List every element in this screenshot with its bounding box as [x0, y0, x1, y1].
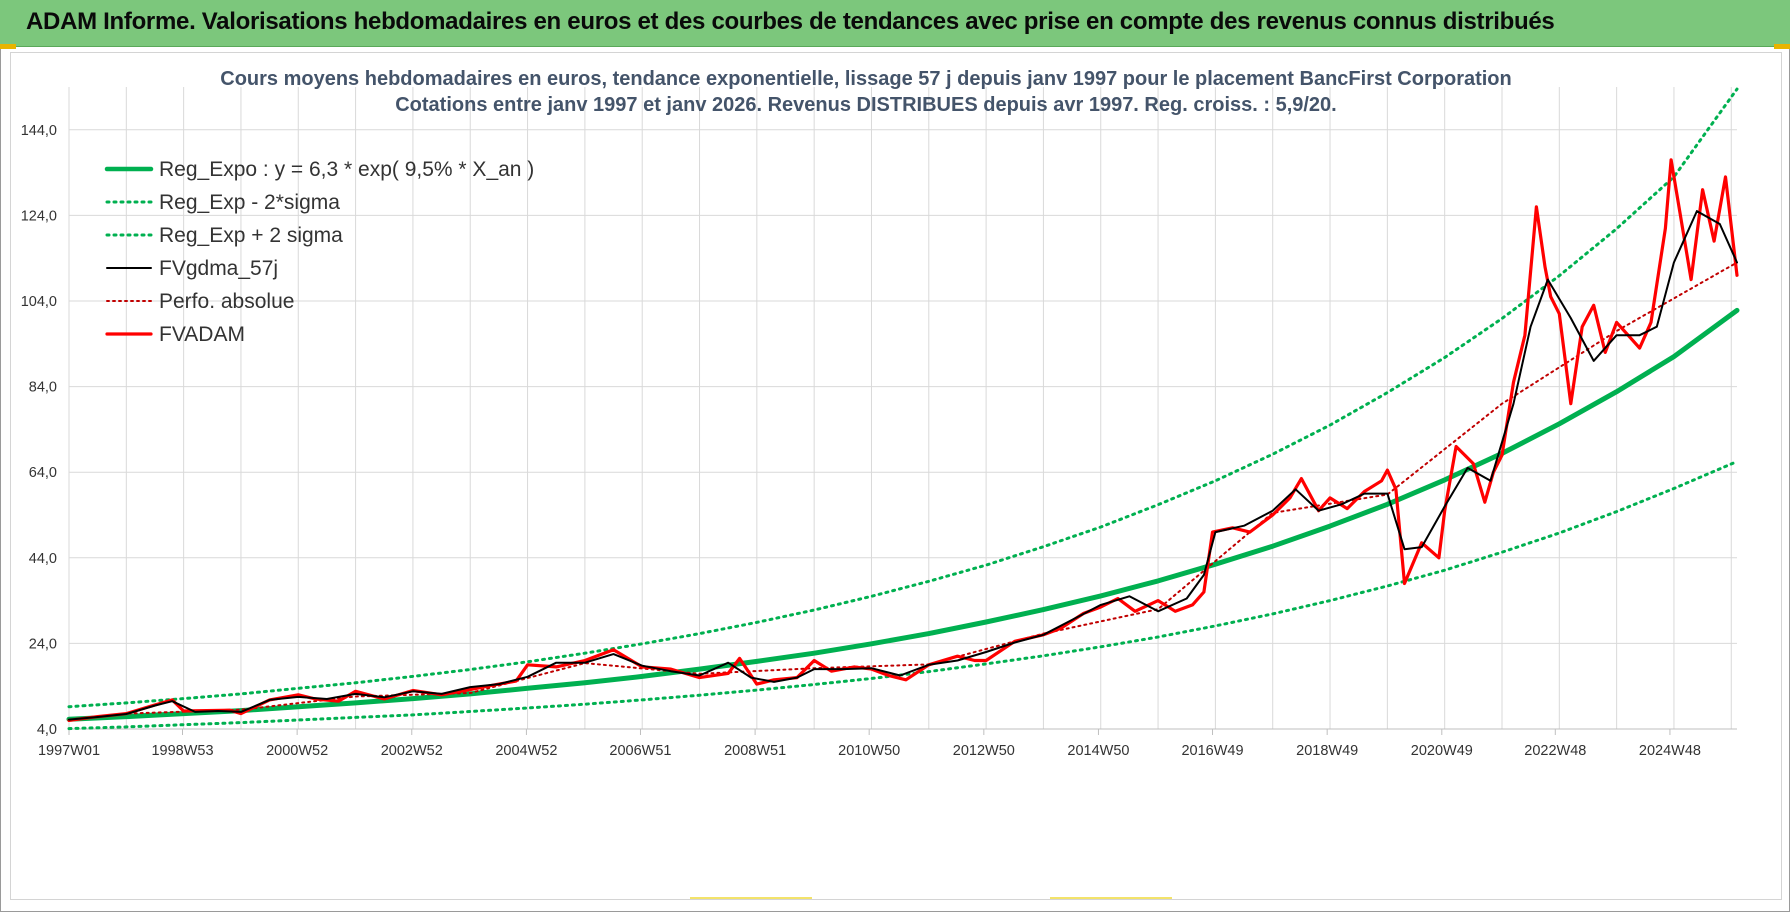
legend-entry: Reg_Exp - 2*sigma	[159, 191, 340, 214]
y-tick-label: 4,0	[37, 722, 57, 738]
x-tick-label: 2018W49	[1296, 743, 1358, 759]
legend-entry: Perfo. absolue	[159, 290, 294, 313]
legend-entry: Reg_Expo : y = 6,3 * exp( 9,5% * X_an )	[159, 158, 534, 181]
y-tick-label: 124,0	[21, 208, 57, 224]
y-tick-label: 144,0	[21, 123, 57, 139]
x-tick-label: 1998W53	[151, 743, 213, 759]
legend-entry: FVgdma_57j	[159, 257, 278, 280]
x-tick-label: 2002W52	[381, 743, 443, 759]
corner-mark-right	[1774, 44, 1790, 49]
y-tick-label: 44,0	[29, 551, 57, 567]
x-tick-label: 2022W48	[1524, 743, 1586, 759]
series-line-4	[68, 261, 1738, 721]
series-layer	[66, 87, 1740, 731]
chart-subtitle: Cotations entre janv 1997 et janv 2026. …	[395, 94, 1337, 116]
gridlines	[68, 87, 1737, 730]
x-tick-label: 2004W52	[495, 743, 557, 759]
legend-entry: FVADAM	[159, 323, 245, 346]
axes: 4,0 24,0 44,0 64,0 84,0 104,0 124,0 144,0 1997W0…	[21, 123, 1737, 759]
corner-mark-left	[0, 44, 16, 49]
x-tick-label: 1997W01	[38, 743, 100, 759]
y-tick-label: 64,0	[29, 465, 57, 481]
report-banner: ADAM Informe. Valorisations hebdomadaire…	[0, 0, 1790, 47]
series-line-1	[67, 460, 1739, 731]
series-line-3	[68, 210, 1738, 721]
bottom-accent-2	[1050, 897, 1172, 899]
x-tick-label: 2008W51	[724, 743, 786, 759]
y-tick-label: 84,0	[29, 380, 57, 396]
x-tick-label: 2012W50	[953, 743, 1015, 759]
x-tick-label: 2006W51	[609, 743, 671, 759]
x-tick-label: 2020W49	[1411, 743, 1473, 759]
bottom-accent-1	[690, 897, 812, 899]
chart-title: Cours moyens hebdomadaires en euros, ten…	[220, 68, 1512, 90]
y-tick-label: 104,0	[21, 294, 57, 310]
legend-entry: Reg_Exp + 2 sigma	[159, 224, 343, 247]
y-tick-label: 24,0	[29, 636, 57, 652]
x-tick-label: 2000W52	[266, 743, 328, 759]
x-tick-label: 2010W50	[838, 743, 900, 759]
chart-area: 4,0 24,0 44,0 64,0 84,0 104,0 124,0 144,0 1997W0…	[10, 52, 1782, 900]
series-line-2	[67, 87, 1739, 709]
series-line-0	[66, 307, 1740, 722]
line-chart: 4,0 24,0 44,0 64,0 84,0 104,0 124,0 144,0 1997W0…	[21, 68, 1740, 759]
legend: Reg_Expo : y = 6,3 * exp( 9,5% * X_an ) R…	[104, 158, 534, 346]
x-tick-label: 2016W49	[1181, 743, 1243, 759]
x-tick-label: 2024W48	[1639, 743, 1701, 759]
x-tick-label: 2014W50	[1067, 743, 1129, 759]
report-title: ADAM Informe. Valorisations hebdomadaire…	[26, 8, 1555, 35]
